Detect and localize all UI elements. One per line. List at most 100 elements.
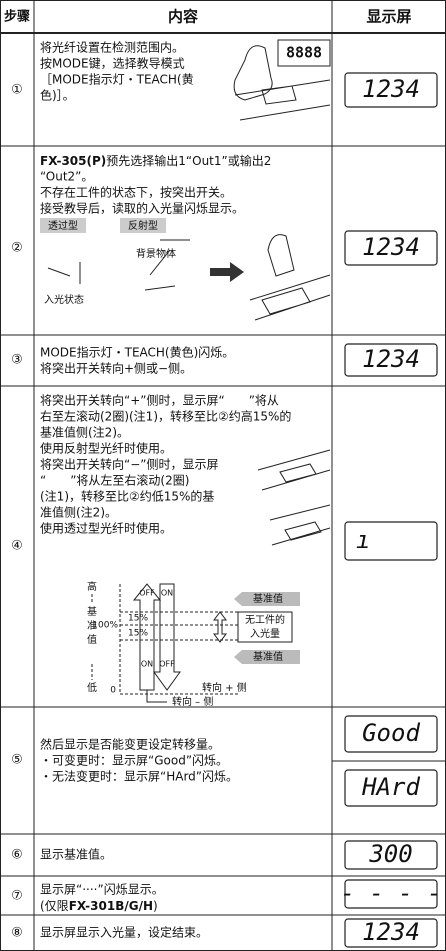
figure-label: 背景物体	[136, 247, 176, 260]
content-line: 将突出开关转向+侧或−侧。	[40, 361, 192, 376]
display-box	[344, 840, 438, 870]
device-sketch	[233, 39, 331, 121]
display-box	[344, 769, 438, 807]
state-label: ON	[141, 660, 153, 669]
arrow-icon	[210, 262, 244, 282]
text-segment: FX-305(P)	[40, 154, 106, 168]
figure-label: 反射型	[128, 219, 158, 232]
content-line: 接受教导后，读取的入光量闪烁显示。	[40, 201, 244, 216]
axis-label: 基	[87, 605, 97, 618]
up-arrow	[132, 583, 162, 691]
band-label: 15%	[128, 629, 148, 639]
panel-readout: 8888	[286, 44, 322, 62]
content-line: (注1)，转移至比②约低15%的基	[40, 489, 214, 504]
display-box	[344, 879, 438, 909]
display-box	[344, 230, 438, 266]
double-arrow	[213, 611, 227, 643]
band-label: 15%	[128, 614, 148, 624]
text-segment: (仅限	[40, 899, 69, 913]
tag-bg	[234, 650, 300, 664]
label-bg	[120, 218, 166, 233]
display-readout: HArd	[361, 773, 420, 801]
fiber-sketch	[40, 218, 331, 321]
step-number: ⑦	[11, 889, 23, 904]
sketch-switch	[257, 449, 331, 546]
tag-frame	[237, 611, 293, 643]
content-line: 将突出开关转向“+”侧时，显示屏“ ”将从	[40, 393, 279, 408]
display-box	[344, 918, 438, 948]
figure-label: 入光状态	[44, 293, 84, 306]
display-boxes	[344, 72, 438, 948]
display-readout: 1234	[362, 233, 420, 261]
leader	[146, 690, 167, 703]
step-number: ⑧	[11, 926, 23, 941]
content-line: 右至左滚动(2圈)(注1)，转移至比②约高15%的	[40, 409, 291, 424]
display-readout: 1234	[362, 75, 420, 103]
content-line: 显示屏显示入光量，设定结束。	[40, 925, 208, 940]
display-readout: 300	[368, 840, 412, 868]
sketch-body	[234, 79, 331, 121]
step-number: ②	[11, 241, 23, 256]
display-readout: Good	[362, 719, 420, 747]
content-line: 使用反射型光纤时使用。	[40, 441, 172, 456]
tag-bg	[234, 592, 300, 606]
diagram-axis	[91, 584, 240, 695]
axis-label: 0	[110, 686, 116, 696]
content-line: ・可变更时：显示屏“Good”闪烁。	[40, 753, 228, 768]
text-segment: 预先选择输出1“Out1”或输出2	[106, 153, 271, 168]
display-box	[344, 72, 438, 108]
display-box	[344, 521, 438, 561]
axis-label: 高	[87, 580, 97, 593]
content-line: (仅限FX-301B/G/H)	[40, 899, 158, 913]
sketch-panel	[277, 39, 331, 67]
content-line: “Out2”。	[40, 170, 93, 184]
turn-label: 转向 – 侧	[172, 695, 213, 708]
switch-sketch	[257, 449, 331, 546]
content-line: 基准值侧(注2)。	[40, 425, 129, 440]
down-arrow	[153, 583, 181, 691]
content-line: 按MODE键，选择教导模式	[40, 56, 185, 71]
step-number: ⑤	[11, 753, 23, 768]
display-readout: ı	[356, 526, 370, 554]
axis-label: 100%	[92, 621, 118, 631]
step-number: ③	[11, 353, 23, 368]
content-line: 色)］。	[40, 89, 75, 103]
content-line: 显示基准值。	[40, 847, 112, 862]
text-segment: )	[153, 899, 158, 913]
step-number: ⑥	[11, 848, 23, 863]
tag-label: 无工件的	[245, 613, 285, 626]
axis-label: 低	[87, 681, 97, 694]
state-label: ON	[161, 589, 173, 598]
header-cell: 步骤	[4, 9, 30, 25]
content-line: 将光纤设置在检测范围内。	[40, 40, 184, 55]
figure-label: 透过型	[48, 219, 78, 232]
level-diagram	[91, 583, 300, 703]
turn-label: 转向 + 侧	[202, 681, 247, 694]
content-line: 然后显示是否能变更设定转移量。	[40, 737, 220, 752]
display-readout: 1234	[362, 918, 420, 946]
sketch-switch	[249, 234, 331, 321]
text-segment: FX-301B/G/H	[69, 899, 153, 913]
display-readout: 1234	[362, 345, 420, 373]
content-line: “ ”将从左至右滚动(2圈)	[40, 473, 189, 488]
axis-label: 准	[87, 620, 97, 632]
tag-label: 基准值	[253, 650, 283, 663]
tag-label: 基准值	[253, 592, 283, 605]
content-line: ［MODE指示灯・TEACH(黄	[40, 72, 194, 87]
content-line: 将突出开关转向“−”侧时，显示屏	[40, 457, 219, 472]
content-line: 不存在工件的状态下，按突出开关。	[40, 185, 232, 200]
sketch-fiber	[47, 239, 190, 291]
step-number: ①	[11, 83, 23, 98]
tag-label: 入光量	[250, 627, 280, 640]
step-number: ④	[11, 539, 23, 554]
state-label: OFF	[139, 589, 155, 598]
axis-label: 值	[87, 633, 97, 646]
state-label: OFF	[159, 660, 175, 669]
label-bg	[40, 218, 86, 233]
content-line: FX-305(P)预先选择输出1“Out1”或输出2	[40, 153, 271, 168]
display-box	[344, 715, 438, 753]
sketch-hand	[233, 45, 273, 101]
content-line: 使用透过型光纤时使用。	[40, 521, 172, 536]
display-box	[344, 343, 438, 377]
